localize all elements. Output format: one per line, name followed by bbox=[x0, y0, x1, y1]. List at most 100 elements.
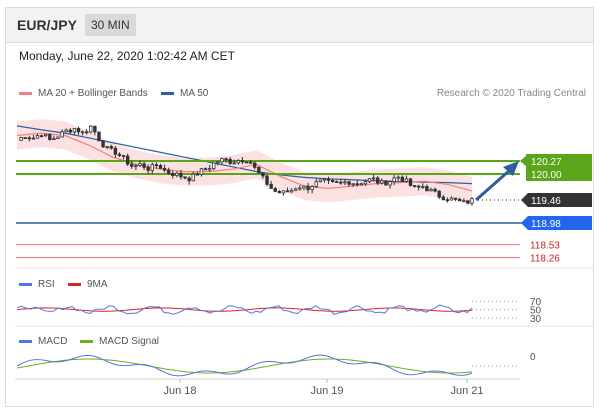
candle-body bbox=[339, 181, 343, 184]
candle-body bbox=[232, 162, 236, 165]
candle-body bbox=[27, 137, 31, 140]
current-price-label: 119.46 bbox=[531, 196, 561, 207]
candle-body bbox=[289, 189, 294, 193]
ma50-swatch bbox=[161, 92, 174, 95]
candle-body bbox=[187, 177, 191, 182]
candle-body bbox=[384, 180, 388, 186]
forecast-arrow-head bbox=[503, 161, 519, 176]
candle-body bbox=[470, 198, 474, 204]
candle-body bbox=[396, 176, 400, 179]
candle-body bbox=[294, 188, 298, 191]
candle-body bbox=[277, 190, 282, 194]
candle-body bbox=[273, 188, 277, 192]
candle-body bbox=[138, 163, 142, 167]
forecast-arrow bbox=[475, 161, 519, 202]
candle-body bbox=[179, 172, 183, 178]
candle-body bbox=[31, 137, 36, 140]
candle-body bbox=[216, 161, 220, 164]
x-axis: Jun 18 Jun 19 Jun 21 bbox=[163, 379, 484, 397]
candle-body bbox=[150, 164, 154, 171]
widget-header: EUR/JPY 30 MIN bbox=[5, 7, 594, 43]
candle-body bbox=[421, 186, 425, 188]
chart-datetime: Monday, June 22, 2020 1:02:42 AM CET bbox=[19, 49, 235, 63]
candle-body bbox=[449, 197, 454, 201]
candle-body bbox=[19, 137, 23, 141]
candle-body bbox=[52, 138, 56, 141]
candle-body bbox=[244, 161, 249, 164]
currency-pair-title: EUR/JPY bbox=[17, 17, 77, 33]
candle-body bbox=[105, 146, 109, 148]
target-level-label: 118.26 bbox=[530, 254, 560, 265]
legend-macd-signal: MACD Signal bbox=[80, 336, 159, 347]
resistance-price-label: 120.00 bbox=[531, 170, 562, 181]
candle-body bbox=[113, 147, 118, 155]
macd-signal-swatch bbox=[80, 340, 93, 343]
candle-body bbox=[367, 178, 372, 182]
candle-body bbox=[68, 129, 72, 133]
candle-body bbox=[347, 181, 351, 185]
candle-body bbox=[39, 135, 44, 137]
candle-body bbox=[109, 146, 113, 149]
interval-badge[interactable]: 30 MIN bbox=[85, 14, 136, 36]
candle-body bbox=[265, 175, 269, 185]
candle-body bbox=[453, 197, 458, 200]
candle-body bbox=[404, 178, 409, 182]
candle-body bbox=[64, 129, 68, 133]
rsi-swatch bbox=[19, 283, 32, 286]
candle-body bbox=[224, 158, 228, 161]
ma50-line bbox=[16, 125, 473, 185]
candle-body bbox=[343, 181, 347, 184]
candle-body bbox=[195, 173, 200, 176]
candle-body bbox=[236, 160, 241, 164]
candle-body bbox=[417, 185, 421, 188]
candle-body bbox=[228, 158, 232, 164]
candle-body bbox=[175, 172, 179, 176]
resistance-tag-box bbox=[526, 154, 592, 181]
candle-body bbox=[355, 183, 359, 186]
ma20-swatch bbox=[19, 92, 32, 95]
candle-body bbox=[433, 188, 437, 192]
candle-body bbox=[363, 181, 368, 185]
candle-body bbox=[142, 163, 146, 168]
candle-body bbox=[166, 169, 171, 174]
candle-body bbox=[248, 161, 253, 164]
candle-body bbox=[154, 164, 159, 167]
legend-macd-signal-label: MACD Signal bbox=[99, 336, 160, 347]
legend-macd-label: MACD bbox=[38, 336, 68, 347]
candle-body bbox=[371, 177, 376, 180]
price-levels bbox=[16, 160, 528, 259]
pivot-price-label: 118.98 bbox=[531, 219, 561, 230]
candle-body bbox=[458, 198, 462, 202]
rsi-level-label: 50 bbox=[530, 306, 542, 317]
forecast-arrow-shaft bbox=[475, 168, 511, 202]
candle-body bbox=[183, 176, 187, 179]
candle-body bbox=[80, 131, 85, 134]
macd-level-label: 0 bbox=[530, 352, 536, 363]
legend-rsi: RSI bbox=[19, 279, 55, 290]
rsi-level-label: 30 bbox=[530, 314, 542, 325]
macd-signal-line bbox=[16, 358, 473, 374]
candle-body bbox=[462, 200, 466, 203]
macd-panel: 0 bbox=[16, 352, 536, 377]
candle-body bbox=[359, 183, 364, 186]
legend-rsi-label: RSI bbox=[38, 279, 55, 290]
candle-body bbox=[400, 176, 405, 182]
candle-body bbox=[298, 187, 302, 190]
macd-swatch bbox=[19, 340, 32, 343]
candle-body bbox=[121, 155, 126, 157]
candle-body bbox=[314, 181, 318, 187]
chart-widget-frame bbox=[5, 7, 594, 407]
rsi-level-label: 70 bbox=[530, 297, 542, 308]
candle-body bbox=[146, 166, 150, 171]
candlesticks bbox=[19, 125, 474, 206]
candle-body bbox=[425, 186, 429, 192]
candle-body bbox=[318, 179, 323, 183]
candle-body bbox=[48, 133, 52, 140]
candle-body bbox=[335, 181, 339, 183]
rsi-ma-swatch bbox=[68, 283, 81, 286]
current-price-tag bbox=[521, 192, 592, 207]
candle-body bbox=[35, 135, 40, 139]
candle-body bbox=[392, 177, 396, 182]
research-credit: Research © 2020 Trading Central bbox=[436, 88, 586, 99]
